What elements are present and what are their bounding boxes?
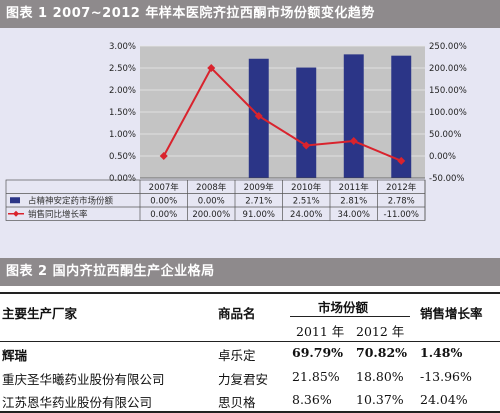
right-tick-label: 150.00% <box>429 86 467 96</box>
data-table-value: 0.00% <box>150 210 177 220</box>
figure1-chart: 0.00% 0.50% 1.00% 1.50% 2.00% 2.50% 3.00% -50.0… <box>5 42 467 221</box>
right-tick-label: 50.00% <box>429 130 461 140</box>
right-tick-label: 250.00% <box>429 42 467 52</box>
left-tick-label: 3.00% <box>109 42 136 52</box>
bar <box>391 55 412 178</box>
left-tick-label: 0.50% <box>109 152 136 162</box>
data-table-value: 34.00% <box>338 210 370 220</box>
left-tick-label: 1.00% <box>109 130 136 140</box>
category-label: 2007年 <box>149 182 180 193</box>
bar <box>343 54 364 178</box>
growth-point <box>254 111 263 120</box>
data-table-value: 2.71% <box>245 196 272 206</box>
growth-point <box>349 137 358 146</box>
table-row-1-share2011: 69.79% <box>292 345 344 360</box>
left-tick-label: 2.50% <box>109 64 136 74</box>
data-table-value: -11.00% <box>384 210 419 220</box>
growth-point <box>159 152 168 160</box>
bar <box>296 67 317 178</box>
header-bottom-rule <box>0 341 500 342</box>
right-tick-label: 0.00% <box>429 152 456 162</box>
table-top-rule <box>0 292 500 294</box>
data-table-value: 2.78% <box>388 196 415 206</box>
category-label: 2012年 <box>386 182 417 193</box>
right-tick-label: 100.00% <box>429 108 467 118</box>
table-row-3-product: 思贝格 <box>218 395 256 410</box>
left-tick-label: 1.50% <box>109 108 136 118</box>
category-label: 2008年 <box>196 182 227 193</box>
table-row-2-manufacturer: 重庆圣华曦药业股份有限公司 <box>2 372 165 387</box>
data-table-value: 0.00% <box>198 196 225 206</box>
share-subheader-rule <box>290 316 410 317</box>
table-row-2-growth: -13.96% <box>420 369 472 384</box>
figure1-title: 图表 1 2007~2012 年样本医院齐拉西酮市场份额变化趋势 <box>0 0 500 28</box>
data-table-value: 0.00% <box>150 196 177 206</box>
right-tick-label: -50.00% <box>429 174 464 184</box>
left-tick-label: 0.00% <box>109 174 136 184</box>
data-table-value: 24.00% <box>290 210 322 220</box>
table-row-3-manufacturer: 江苏恩华药业股份有限公司 <box>2 395 153 410</box>
manufacturer-table: 主要生产厂家 商品名 市场份额 销售增长率 2011 年 2012 年 辉瑞 卓… <box>0 286 500 413</box>
table-row-1-product: 卓乐定 <box>218 348 256 363</box>
header-share-2011: 2011 年 <box>296 324 345 339</box>
table-row-2-product: 力复君安 <box>218 372 269 387</box>
header-product: 商品名 <box>218 306 256 321</box>
table-bottom-rule <box>0 411 500 413</box>
table-row-3-growth: 24.04% <box>420 392 468 407</box>
table-row-3-share2012: 10.37% <box>356 392 404 407</box>
category-label: 2009年 <box>244 182 275 193</box>
figure1-chart-panel: 0.00% 0.50% 1.00% 1.50% 2.00% 2.50% 3.00% -50.0… <box>0 28 500 258</box>
table-row-1-share2012: 70.82% <box>356 345 408 360</box>
header-share-2012: 2012 年 <box>356 324 405 339</box>
legend-label: 占精神安定药市场份额 <box>28 195 114 206</box>
left-tick-label: 2.00% <box>109 86 136 96</box>
table-row-1-manufacturer: 辉瑞 <box>2 348 28 363</box>
right-tick-label: 200.00% <box>429 64 467 74</box>
table-row-3-share2011: 8.36% <box>292 392 332 407</box>
legend-swatch-bar <box>10 197 20 204</box>
growth-point <box>397 156 406 165</box>
growth-line <box>162 66 402 162</box>
category-label: 2011年 <box>339 182 370 193</box>
table-row-1-growth: 1.48% <box>420 345 463 360</box>
header-growth: 销售增长率 <box>420 306 483 321</box>
data-table-value: 2.81% <box>340 196 367 206</box>
header-manufacturer: 主要生产厂家 <box>2 306 78 321</box>
data-table-value: 91.00% <box>243 210 275 220</box>
table-row-2-share2011: 21.85% <box>292 369 340 384</box>
growth-point <box>207 64 216 72</box>
data-table-value: 200.00% <box>192 210 230 220</box>
data-table-value: 2.51% <box>293 196 320 206</box>
legend-swatch-marker <box>13 210 19 217</box>
table-row-2-share2012: 18.80% <box>356 369 404 384</box>
legend-label: 销售同比增长率 <box>28 209 88 220</box>
header-share: 市场份额 <box>318 300 369 315</box>
figure2-title: 图表 2 国内齐拉西酮生产企业格局 <box>0 258 500 286</box>
growth-point <box>302 141 311 150</box>
category-label: 2010年 <box>291 182 322 193</box>
